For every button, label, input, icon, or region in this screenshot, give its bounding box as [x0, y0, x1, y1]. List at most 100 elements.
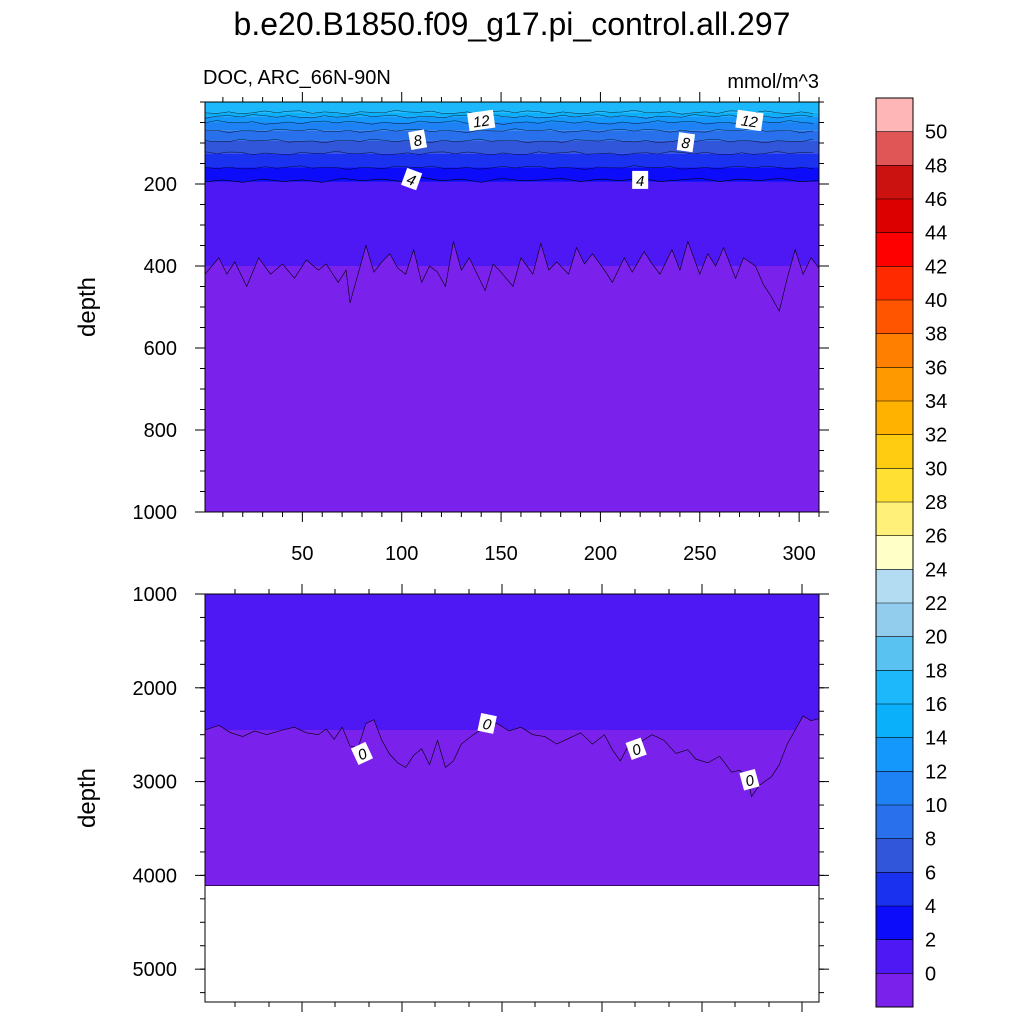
- x-tick-label: 250: [683, 543, 716, 565]
- colorbar-swatch: [876, 165, 913, 199]
- contour-line-upper: [204, 110, 814, 115]
- colorbar-swatch: [876, 704, 913, 738]
- colorbar-swatch: [876, 468, 913, 502]
- fill-2-4: [205, 167, 819, 183]
- y-tick-label: 3000: [133, 772, 178, 794]
- lower-panel: 0 0 0 0 1000 2000 3000 4000 5000 depth: [74, 584, 829, 1012]
- contour-label-box: [350, 741, 374, 765]
- contour-label-box: [735, 109, 764, 132]
- contour-label-box: [477, 712, 497, 734]
- fill-below-zero-contour: [205, 241, 819, 512]
- contour-label-upper: 4: [401, 167, 423, 191]
- contour-line-0: [204, 715, 820, 798]
- contour-label-lower: 0: [625, 737, 647, 760]
- band-upper-3: [205, 122, 819, 131]
- colorbar-swatch: [876, 838, 913, 873]
- band-upper-2: [205, 116, 819, 123]
- contour-label-box: [625, 737, 647, 760]
- missing-region: [205, 885, 819, 1002]
- colorbar-swatch: [876, 434, 913, 469]
- band-upper-1: [205, 112, 819, 117]
- y-tick-label: 4000: [133, 865, 178, 887]
- colorbar-label: 24: [925, 559, 947, 581]
- contour-line-upper: [204, 165, 814, 170]
- x-tick-label: 150: [484, 543, 517, 565]
- colorbar-label: 50: [925, 122, 947, 144]
- contour-line-4: [204, 177, 820, 183]
- contour-label-text: 12: [740, 112, 760, 131]
- colorbar-label: 2: [925, 930, 936, 952]
- colorbar-swatch: [876, 266, 913, 300]
- y-tick-label: 5000: [133, 959, 178, 981]
- colorbar-label: 44: [925, 223, 947, 245]
- contour-label-upper: 4: [632, 170, 649, 190]
- colorbar-label: 20: [925, 627, 947, 649]
- colorbar-swatch: [876, 131, 913, 166]
- x-tick-label: 50: [291, 543, 313, 565]
- colorbar-swatch: [876, 603, 913, 637]
- band-lower-0: [205, 594, 819, 730]
- x-tick-label: 200: [584, 543, 617, 565]
- y-tick-label: 1000: [133, 584, 178, 606]
- colorbar-swatch: [876, 872, 913, 906]
- contour-label-box: [739, 768, 760, 791]
- band-upper-6: [205, 153, 819, 168]
- y-tick-label: 400: [144, 256, 177, 278]
- band-upper-4: [205, 130, 819, 141]
- x-tick-label: 300: [782, 543, 815, 565]
- colorbar-swatch: [876, 502, 913, 536]
- y-tick-label: 2000: [133, 678, 178, 700]
- colorbar-label: 48: [925, 155, 947, 177]
- contour-line-0: [204, 240, 820, 312]
- contour-line-upper: [204, 150, 814, 156]
- colorbar-swatch: [876, 737, 913, 772]
- contour-label-upper: 12: [735, 109, 764, 132]
- band-upper-8: [205, 181, 819, 266]
- y-tick-label: 800: [144, 420, 177, 442]
- colorbar-swatch: [876, 805, 913, 839]
- units-label: mmol/m^3: [727, 71, 819, 93]
- colorbar-swatch: [876, 300, 913, 334]
- contour-label-lower: 0: [739, 768, 760, 791]
- contour-label-upper: 8: [676, 132, 696, 153]
- colorbar-label: 28: [925, 492, 947, 514]
- contour-label-text: 8: [412, 132, 424, 150]
- colorbar-label: 36: [925, 357, 947, 379]
- x-tick-label: 100: [385, 543, 418, 565]
- contour-label-box: [632, 170, 649, 189]
- colorbar-label: 32: [925, 425, 947, 447]
- y-axis-label: depth: [74, 768, 101, 828]
- colorbar-label: 22: [925, 593, 947, 615]
- colorbar-swatch: [876, 906, 913, 940]
- contour-label-box: [401, 167, 423, 191]
- upper-panel: 12 12 8 8 4 4 200 400 600 800 1000 depth 50 100 150 200…: [74, 92, 829, 565]
- colorbar-swatch: [876, 973, 913, 1007]
- colorbar-swatch: [876, 670, 913, 704]
- contour-label-text: 8: [680, 135, 691, 153]
- colorbar-label: 6: [925, 862, 936, 884]
- colorbar-label: 42: [925, 256, 947, 278]
- colorbar-swatch: [876, 232, 913, 267]
- contour-line-upper: [204, 120, 814, 125]
- colorbar-swatch: [876, 401, 913, 435]
- band-upper-0: [205, 102, 819, 113]
- colorbar-swatch: [876, 333, 913, 368]
- band-upper-5: [205, 140, 819, 154]
- contour-line-upper: [204, 128, 814, 133]
- colorbar-label: 12: [925, 761, 947, 783]
- colorbar: 5048464442403836343230282624222018161412…: [875, 97, 947, 1008]
- y-tick-label: 1000: [133, 502, 178, 524]
- colorbar-label: 40: [925, 290, 947, 312]
- colorbar-label: 4: [925, 896, 936, 918]
- plot-frame: [204, 593, 820, 1003]
- contour-label-upper: 12: [467, 109, 496, 132]
- colorbar-swatch: [876, 367, 913, 401]
- contour-label-text: 12: [472, 112, 492, 131]
- colorbar-label: 10: [925, 795, 947, 817]
- contour-line-upper: [204, 114, 814, 119]
- contour-label-upper: 8: [408, 129, 428, 150]
- colorbar-swatch: [876, 939, 913, 974]
- colorbar-frame: [875, 97, 914, 1008]
- contour-label-box: [408, 129, 428, 150]
